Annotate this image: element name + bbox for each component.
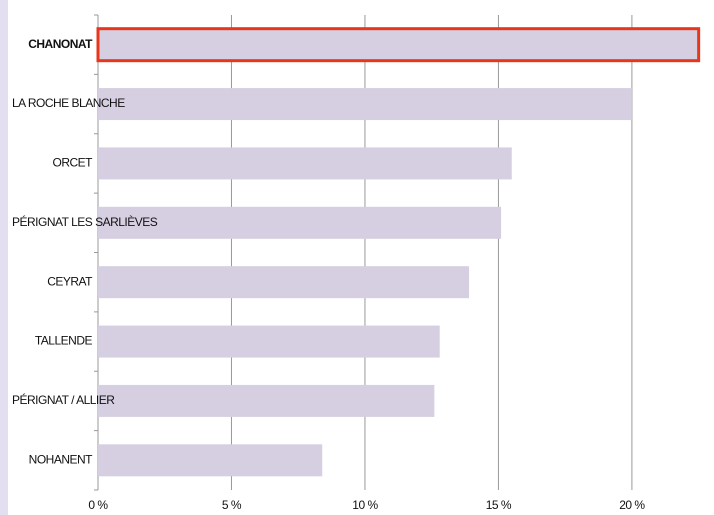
bar	[98, 444, 323, 477]
side-strip	[0, 0, 8, 515]
bar	[96, 27, 701, 63]
y-tick-label: ORCET	[53, 156, 94, 170]
bar	[98, 88, 632, 121]
y-tick-label: CHANONAT	[28, 37, 93, 51]
y-tick-label: NOHANENT	[29, 452, 94, 466]
x-tick-label: 20 %	[619, 498, 645, 512]
bar	[98, 266, 470, 299]
x-tick-label: 10 %	[352, 498, 378, 512]
bar	[98, 147, 512, 180]
bar	[98, 384, 435, 417]
x-tick-label: 15 %	[486, 498, 512, 512]
y-tick-label: PÉRIGNAT / ALLIER	[12, 392, 115, 407]
y-tick-label: PÉRIGNAT LES SARLIÈVES	[12, 214, 158, 229]
x-tick-label: 5 %	[222, 498, 242, 512]
bar	[98, 206, 502, 239]
x-tick-label: 0 %	[88, 498, 108, 512]
y-tick-label: TALLENDE	[35, 334, 93, 348]
y-tick-label: LA ROCHE BLANCHE	[12, 96, 125, 110]
bar	[98, 325, 440, 358]
y-tick-label: CEYRAT	[47, 274, 93, 288]
